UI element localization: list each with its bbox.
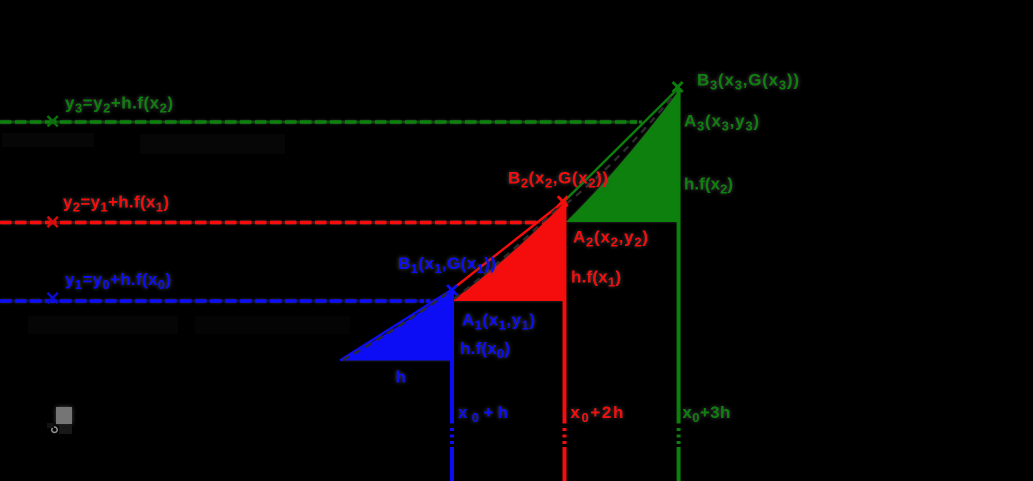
svg-text:h: h bbox=[396, 368, 406, 387]
svg-text:B3(x3,G(x3)): B3(x3,G(x3)) bbox=[697, 71, 799, 93]
svg-text:B2(x2,G(x2)): B2(x2,G(x2)) bbox=[508, 169, 608, 191]
svg-text:y3=y2+h.f(x2): y3=y2+h.f(x2) bbox=[65, 94, 173, 116]
svg-text:x0+h: x 0 +h bbox=[458, 403, 508, 425]
svg-text:x0+2h: x 0+2h bbox=[570, 403, 623, 425]
svg-text:x0+3h: x0+3h bbox=[682, 403, 730, 425]
svg-text:B1(x1,G(x1)): B1(x1,G(x1)) bbox=[398, 254, 496, 276]
svg-text:y1=y0+h.f(x0): y1=y0+h.f(x0) bbox=[65, 270, 171, 292]
svg-text:y2=y1+h.f(x1): y2=y1+h.f(x1) bbox=[63, 193, 169, 215]
